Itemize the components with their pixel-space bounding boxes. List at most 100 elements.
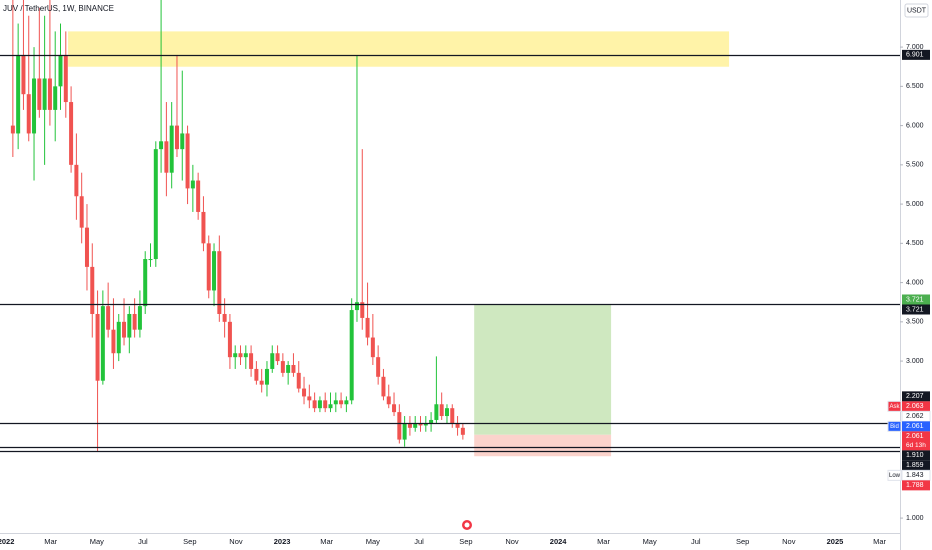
candle-body <box>53 86 58 110</box>
candle-body <box>291 365 296 373</box>
y-tick-label: 5.500 <box>906 162 924 169</box>
candle-body <box>333 400 338 405</box>
candle-body <box>196 180 201 212</box>
price-tag: Low <box>889 473 901 479</box>
candle-body <box>392 404 397 413</box>
candle-body <box>74 164 79 197</box>
price-label: 3.721 <box>906 296 924 303</box>
candle-body <box>275 353 280 362</box>
candle-body <box>344 400 349 405</box>
candle-body <box>249 353 254 369</box>
candle-body <box>159 141 164 150</box>
price-label: 2.063 <box>906 403 924 410</box>
chart-title: JUV / TetherUS, 1W, BINANCE <box>3 4 114 13</box>
candle-body <box>227 321 232 358</box>
event-flag <box>462 520 472 530</box>
candle-body <box>429 419 434 424</box>
candle-body <box>116 321 121 354</box>
candle-body <box>95 313 100 381</box>
x-tick-label: May <box>366 537 380 546</box>
candle-body <box>444 408 449 417</box>
price-label: 2.207 <box>906 393 924 400</box>
event-icon-center <box>464 522 470 528</box>
candle-body <box>127 313 132 338</box>
candle-body <box>423 423 428 426</box>
price-label-box <box>902 450 930 461</box>
loss-zone <box>474 434 612 457</box>
candle-body <box>243 353 248 358</box>
price-tag-box <box>887 420 902 432</box>
y-tick-label: 1.000 <box>906 515 924 522</box>
x-tick-label: 2022 <box>0 537 14 546</box>
price-label: 2.061 <box>906 433 924 440</box>
price-label-box <box>902 431 930 451</box>
candle-body <box>190 180 195 189</box>
candle-body <box>264 368 269 385</box>
price-label: 1.843 <box>906 472 924 479</box>
x-tick-label: 2023 <box>274 537 291 546</box>
candle-body <box>259 380 264 385</box>
y-tick-label: 3.000 <box>906 358 924 365</box>
price-axis: 1.000 3.000 3.500 4.000 4.500 5.000 5.500 6.000… <box>887 44 931 522</box>
candle-body <box>84 227 89 267</box>
x-tick-label: May <box>643 537 657 546</box>
price-label-box <box>902 421 930 432</box>
x-tick-label: Nov <box>505 537 519 546</box>
candle-body <box>386 396 391 405</box>
price-label: 1.788 <box>906 482 924 489</box>
candle-body <box>90 266 95 314</box>
price-label: 1.859 <box>906 462 924 469</box>
candle-body <box>296 372 301 389</box>
candle-body <box>317 400 322 409</box>
candle-body <box>132 313 137 330</box>
x-tick-label: Sep <box>459 537 472 546</box>
candle-body <box>413 423 418 428</box>
price-label: 2.062 <box>906 413 924 420</box>
x-tick-label: Mar <box>320 537 333 546</box>
candle-body <box>418 423 423 426</box>
candle-body <box>58 54 63 87</box>
currency-label[interactable]: USDT <box>907 7 927 14</box>
candle-body <box>164 141 169 173</box>
candle-body <box>79 196 84 228</box>
candle-body <box>397 412 402 440</box>
plot-area <box>0 0 900 457</box>
x-tick-label: Mar <box>44 537 57 546</box>
price-label: 2.061 <box>906 423 924 430</box>
candle-body <box>280 361 285 373</box>
price-label-box <box>902 304 930 315</box>
candle-body <box>185 133 190 189</box>
x-tick-label: Mar <box>873 537 886 546</box>
price-label-box <box>902 391 930 402</box>
y-tick-label: 6.500 <box>906 83 924 90</box>
y-tick-label: 7.000 <box>906 44 924 51</box>
price-tag: Bid <box>890 424 899 430</box>
x-tick-label: Mar <box>597 537 610 546</box>
x-tick-label: Nov <box>229 537 243 546</box>
candle-body <box>42 78 47 110</box>
candle-body <box>106 306 111 330</box>
candle-body <box>16 54 21 134</box>
candle-body <box>460 427 465 435</box>
candle-body <box>238 353 243 358</box>
price-tag-box <box>887 469 902 481</box>
candle-body <box>21 54 26 95</box>
candle-body <box>169 125 174 173</box>
candle-body <box>323 400 328 409</box>
candle-body <box>10 125 15 134</box>
currency-button[interactable] <box>904 3 929 18</box>
candle-body <box>434 404 439 420</box>
y-tick-label: 4.500 <box>906 240 924 247</box>
candle-body <box>349 310 354 401</box>
price-label-box <box>902 294 930 305</box>
candle-body <box>254 368 259 381</box>
profit-zone <box>474 304 612 435</box>
candle-body <box>286 365 291 373</box>
x-tick-label: May <box>90 537 104 546</box>
candle-body <box>402 423 407 440</box>
price-label-box <box>902 460 930 471</box>
candle-body <box>206 243 211 291</box>
candle-body <box>69 102 74 165</box>
